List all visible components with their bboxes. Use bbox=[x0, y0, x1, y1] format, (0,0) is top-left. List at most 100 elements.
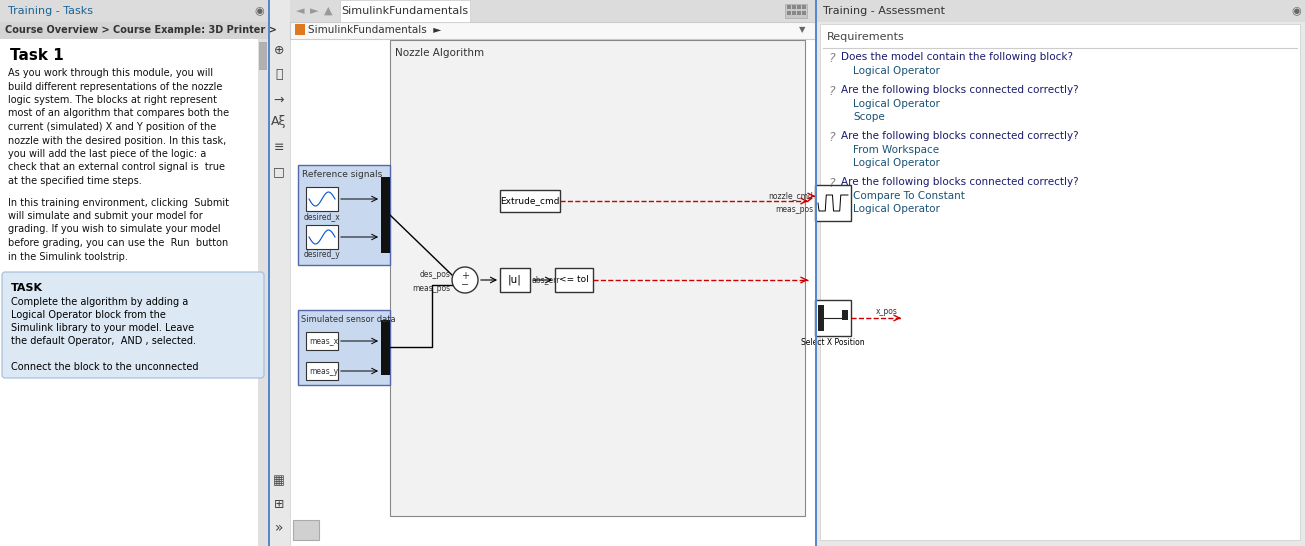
Text: ?: ? bbox=[827, 52, 835, 65]
Text: abs_err: abs_err bbox=[532, 276, 561, 284]
Bar bbox=[816, 0, 1305, 22]
Bar bbox=[803, 11, 806, 15]
Bar bbox=[555, 268, 592, 292]
Bar bbox=[268, 0, 290, 546]
Bar bbox=[0, 0, 268, 22]
Text: ⤢: ⤢ bbox=[275, 68, 283, 81]
Text: As you work through this module, you will: As you work through this module, you wil… bbox=[8, 68, 213, 78]
Text: SimulinkFundamentals  ►: SimulinkFundamentals ► bbox=[308, 25, 441, 35]
Text: SimulinkFundamentals: SimulinkFundamentals bbox=[342, 6, 468, 16]
Bar bbox=[290, 22, 816, 39]
Text: ◉: ◉ bbox=[1291, 6, 1301, 16]
Bar bbox=[816, 0, 1305, 546]
Bar bbox=[0, 0, 268, 546]
Bar bbox=[816, 0, 817, 546]
Bar bbox=[258, 39, 268, 546]
Bar bbox=[818, 305, 823, 331]
Text: Nozzle Algorithm: Nozzle Algorithm bbox=[395, 48, 484, 58]
Text: ▼: ▼ bbox=[799, 26, 805, 34]
Text: ▦: ▦ bbox=[273, 474, 284, 488]
Text: Does the model contain the following block?: Does the model contain the following blo… bbox=[840, 52, 1073, 62]
Text: build different representations of the nozzle: build different representations of the n… bbox=[8, 81, 222, 92]
Text: Logical Operator: Logical Operator bbox=[853, 158, 940, 168]
Bar bbox=[390, 40, 805, 516]
Circle shape bbox=[452, 267, 478, 293]
Text: desired_y: desired_y bbox=[304, 250, 341, 259]
Text: ?: ? bbox=[827, 177, 835, 190]
Text: Simulated sensor data: Simulated sensor data bbox=[301, 315, 395, 324]
Text: Extrude_cmd: Extrude_cmd bbox=[500, 197, 560, 205]
Bar bbox=[381, 177, 390, 253]
Text: Logical Operator: Logical Operator bbox=[853, 204, 940, 214]
Text: Simulink library to your model. Leave: Simulink library to your model. Leave bbox=[10, 323, 194, 333]
Text: Logical Operator: Logical Operator bbox=[853, 99, 940, 109]
Text: des_pos: des_pos bbox=[419, 270, 450, 279]
Text: meas_x: meas_x bbox=[309, 336, 338, 346]
Text: Are the following blocks connected correctly?: Are the following blocks connected corre… bbox=[840, 177, 1079, 187]
Text: ►: ► bbox=[311, 6, 318, 16]
Bar bbox=[787, 5, 791, 9]
Text: Task 1: Task 1 bbox=[10, 48, 64, 63]
Text: ◉: ◉ bbox=[254, 6, 264, 16]
Text: Are the following blocks connected correctly?: Are the following blocks connected corre… bbox=[840, 131, 1079, 141]
Bar bbox=[305, 332, 338, 350]
Bar bbox=[298, 165, 390, 265]
Text: Logical Operator block from the: Logical Operator block from the bbox=[10, 310, 166, 320]
Bar bbox=[258, 42, 268, 70]
Bar bbox=[295, 24, 305, 35]
Text: nozzle with the desired position. In this task,: nozzle with the desired position. In thi… bbox=[8, 135, 226, 145]
Text: ≡: ≡ bbox=[274, 141, 284, 155]
Bar bbox=[268, 0, 270, 546]
Bar bbox=[381, 320, 390, 375]
Text: Requirements: Requirements bbox=[827, 32, 904, 42]
Bar bbox=[500, 190, 560, 212]
Text: Select X Position: Select X Position bbox=[801, 338, 865, 347]
Text: −: − bbox=[461, 280, 468, 290]
Text: grading. If you wish to simulate your model: grading. If you wish to simulate your mo… bbox=[8, 224, 221, 234]
Bar bbox=[290, 0, 816, 22]
Bar bbox=[816, 300, 851, 336]
Text: desired_x: desired_x bbox=[304, 212, 341, 221]
Bar bbox=[298, 310, 390, 385]
Bar bbox=[290, 0, 816, 546]
Text: Course Overview > Course Example: 3D Printer >: Course Overview > Course Example: 3D Pri… bbox=[5, 25, 277, 35]
Text: meas_pos: meas_pos bbox=[412, 284, 450, 293]
Text: in the Simulink toolstrip.: in the Simulink toolstrip. bbox=[8, 252, 128, 262]
Text: Training - Tasks: Training - Tasks bbox=[8, 6, 93, 16]
Text: will simulate and submit your model for: will simulate and submit your model for bbox=[8, 211, 202, 221]
Text: before grading, you can use the  Run  button: before grading, you can use the Run butt… bbox=[8, 238, 228, 248]
Text: |u|: |u| bbox=[508, 275, 522, 285]
Text: meas_pos: meas_pos bbox=[775, 205, 813, 215]
Text: □: □ bbox=[273, 165, 284, 179]
Bar bbox=[816, 185, 851, 221]
Bar bbox=[842, 310, 848, 320]
Bar bbox=[797, 5, 801, 9]
Text: current (simulated) X and Y position of the: current (simulated) X and Y position of … bbox=[8, 122, 217, 132]
Text: x_pos: x_pos bbox=[876, 307, 898, 316]
Bar bbox=[820, 24, 1300, 540]
Text: TASK: TASK bbox=[10, 283, 43, 293]
Text: ◄: ◄ bbox=[296, 6, 304, 16]
Text: Reference signals: Reference signals bbox=[301, 170, 382, 179]
Bar bbox=[294, 520, 318, 540]
Bar bbox=[290, 0, 816, 546]
Text: Connect the block to the unconnected: Connect the block to the unconnected bbox=[10, 362, 198, 372]
Text: ?: ? bbox=[827, 131, 835, 144]
Text: <= tol: <= tol bbox=[559, 276, 589, 284]
Text: Logical Operator: Logical Operator bbox=[853, 66, 940, 76]
Bar bbox=[803, 5, 806, 9]
Text: ▲: ▲ bbox=[324, 6, 333, 16]
Text: Aξ: Aξ bbox=[271, 116, 287, 128]
Text: the default Operator,  AND , selected.: the default Operator, AND , selected. bbox=[10, 336, 196, 346]
Text: Complete the algorithm by adding a: Complete the algorithm by adding a bbox=[10, 297, 188, 307]
Text: meas_y: meas_y bbox=[309, 366, 338, 376]
Text: ⊞: ⊞ bbox=[274, 497, 284, 511]
Bar bbox=[792, 5, 796, 9]
Text: at the specified time steps.: at the specified time steps. bbox=[8, 176, 142, 186]
Text: +: + bbox=[461, 271, 468, 281]
Bar bbox=[0, 22, 268, 39]
Bar bbox=[787, 11, 791, 15]
Text: you will add the last piece of the logic: a: you will add the last piece of the logic… bbox=[8, 149, 206, 159]
Text: »: » bbox=[275, 521, 283, 535]
Text: Compare To Constant: Compare To Constant bbox=[853, 191, 964, 201]
